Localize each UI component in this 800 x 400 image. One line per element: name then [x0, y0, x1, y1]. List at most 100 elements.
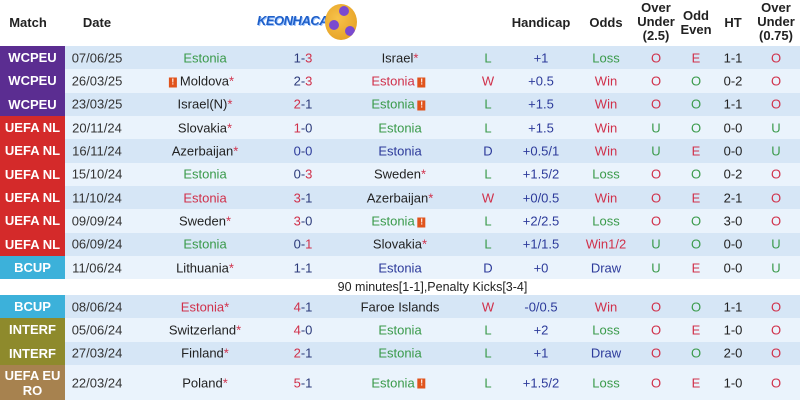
away-team-name: Estonia	[378, 345, 422, 361]
table-row[interactable]: UEFA NL 20/11/24 Slovakia* 1-0 Estonia L +1.5 W…	[0, 116, 800, 140]
away-team[interactable]: Israel*	[382, 50, 419, 65]
competition-label[interactable]: INTERF	[0, 341, 65, 365]
competition-label[interactable]: WCPEU	[0, 46, 65, 70]
handicap: +1.5	[528, 96, 554, 112]
home-team[interactable]: Sweden*	[179, 213, 231, 228]
competition-label[interactable]: UEFA EURO	[0, 365, 65, 400]
odds-result: Win	[594, 73, 618, 89]
result: L	[484, 345, 492, 361]
match-date: 26/03/25	[71, 73, 123, 89]
odd-even: O	[690, 299, 702, 315]
table-row[interactable]: UEFA NL 15/10/24 Estonia 0-3 Sweden* L +1.5/2 L…	[0, 162, 800, 186]
away-team[interactable]: Azerbaijan*	[367, 190, 434, 205]
handicap: +1/1.5	[522, 236, 560, 252]
score: 3-0	[294, 213, 313, 228]
competition-label[interactable]: UEFA NL	[0, 232, 65, 256]
competition-label[interactable]: UEFA NL	[0, 139, 65, 163]
competition-label[interactable]: UEFA NL	[0, 116, 65, 140]
away-score: 1	[305, 375, 313, 390]
score: 4-1	[294, 299, 313, 314]
home-team[interactable]: Slovakia*	[178, 120, 232, 135]
home-team-name: Estonia	[183, 166, 227, 182]
competition-label[interactable]: WCPEU	[0, 69, 65, 93]
away-team[interactable]: Slovakia*	[373, 237, 427, 252]
home-team-name: Estonia	[183, 50, 227, 66]
away-score: 1	[305, 299, 313, 315]
competition-label[interactable]: BCUP	[0, 295, 65, 319]
away-team[interactable]: Faroe Islands	[361, 299, 440, 314]
competition-label[interactable]: WCPEU	[0, 92, 65, 116]
table-row[interactable]: BCUP 08/06/24 Estonia* 4-1 Faroe Islands W -0/…	[0, 295, 800, 319]
away-team[interactable]: Estonia	[378, 322, 421, 337]
over-under-2-5: O	[650, 375, 662, 390]
home-score: 3	[293, 213, 301, 229]
result: D	[483, 143, 493, 159]
competition-label[interactable]: BCUP	[0, 256, 65, 279]
home-team[interactable]: Lithuania*	[176, 260, 234, 275]
odds-result: Win	[594, 120, 618, 136]
home-team-name: Slovakia	[177, 120, 228, 136]
away-team[interactable]: Estonia!	[371, 375, 428, 390]
competition-label[interactable]: UEFA NL	[0, 186, 65, 210]
away-team[interactable]: Estonia!	[371, 213, 428, 228]
home-team[interactable]: Israel(N)*	[178, 97, 233, 112]
over-under-2-5: U	[651, 143, 661, 159]
away-team[interactable]: Estonia	[378, 260, 421, 275]
home-team[interactable]: Poland*	[182, 375, 228, 390]
table-row[interactable]: INTERF 27/03/24 Finland* 2-1 Estonia L +1 Draw O…	[0, 341, 800, 365]
odd-even: O	[690, 96, 702, 112]
home-team-name: Switzerland	[168, 322, 237, 338]
result: L	[484, 50, 492, 66]
table-row[interactable]: WCPEU 07/06/25 Estonia 1-3 Israel* L +1 Loss O E 1…	[0, 46, 800, 70]
handicap: +0	[533, 260, 549, 275]
away-score: 1	[305, 96, 313, 112]
red-card-icon: !	[168, 77, 177, 87]
table-row[interactable]: BCUP 11/06/24 Lithuania* 1-1 Estonia D +0 Draw U…	[0, 256, 800, 279]
over-under-2-5: U	[651, 120, 661, 136]
home-team[interactable]: Estonia	[183, 50, 226, 65]
handicap: +2/2.5	[522, 213, 560, 229]
away-team[interactable]: Sweden*	[374, 167, 426, 182]
over-under-2-5: O	[650, 50, 662, 66]
away-team[interactable]: Estonia!	[371, 73, 428, 88]
competition-label[interactable]: UEFA NL	[0, 162, 65, 186]
home-score: 4	[293, 322, 301, 338]
away-team-name: Azerbaijan	[366, 190, 429, 206]
competition-label[interactable]: INTERF	[0, 318, 65, 342]
score: 2-1	[294, 346, 313, 361]
score: 1-3	[294, 50, 313, 65]
table-row[interactable]: WCPEU 26/03/25! Moldova* 2-3 Estonia! W +0.5 Wi…	[0, 69, 800, 93]
home-team[interactable]: Estonia	[183, 237, 226, 252]
competition-label[interactable]: UEFA NL	[0, 209, 65, 233]
match-date: 05/06/24	[71, 322, 123, 338]
score-separator: -	[300, 50, 306, 66]
odds-result: Loss	[592, 375, 620, 390]
score-separator: -	[300, 299, 306, 315]
table-row[interactable]: INTERF 05/06/24 Switzerland* 4-0 Estonia L +2 L…	[0, 318, 800, 342]
home-team[interactable]: Estonia	[183, 167, 226, 182]
half-time-score: 1-1	[723, 299, 743, 315]
odd-even: E	[691, 143, 701, 159]
home-team[interactable]: Azerbaijan*	[172, 143, 239, 158]
table-row[interactable]: UEFA EURO 22/03/24 Poland* 5-1 Estonia! L +1.5…	[0, 365, 800, 400]
away-team[interactable]: Estonia	[378, 120, 421, 135]
over-under-2-5: U	[651, 260, 661, 275]
home-team[interactable]: Estonia	[183, 190, 226, 205]
table-row[interactable]: UEFA NL 11/10/24 Estonia 3-1 Azerbaijan* W +0/…	[0, 186, 800, 210]
header-odds: Odds	[589, 15, 623, 30]
handicap: +1	[533, 50, 549, 66]
away-team[interactable]: Estonia!	[371, 97, 428, 112]
table-row[interactable]: UEFA NL 06/09/24 Estonia 0-1 Slovakia* L +1/1.…	[0, 232, 800, 256]
table-row[interactable]: WCPEU 23/03/25 Israel(N)* 2-1 Estonia! L +1.5 W…	[0, 92, 800, 116]
red-card-icon: !	[417, 100, 426, 111]
table-row[interactable]: UEFA NL 09/09/24 Sweden* 3-0 Estonia! L +2/2.5…	[0, 209, 800, 233]
home-team[interactable]: Finland*	[181, 346, 229, 361]
away-team[interactable]: Estonia	[378, 346, 421, 361]
home-team[interactable]: Switzerland*	[169, 322, 241, 337]
table-row[interactable]: UEFA NL 16/11/24 Azerbaijan* 0-0 Estonia D +0.…	[0, 139, 800, 163]
odd-even: O	[690, 166, 702, 182]
home-team[interactable]: Estonia*	[181, 299, 229, 314]
away-team[interactable]: Estonia	[378, 143, 421, 158]
home-team[interactable]: ! Moldova*	[166, 73, 234, 88]
home-score: 1	[293, 120, 301, 136]
